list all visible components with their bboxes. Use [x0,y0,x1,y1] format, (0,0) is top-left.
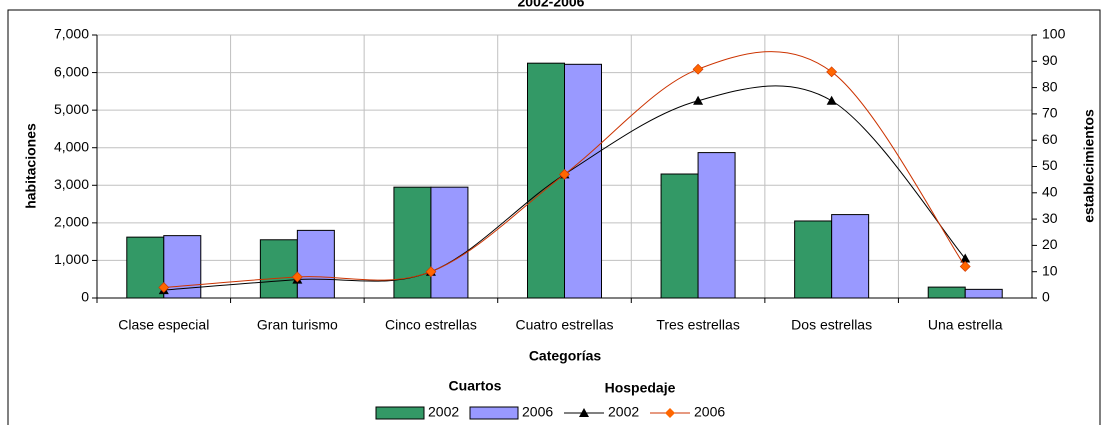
line-marker [158,282,170,293]
line-marker [959,261,971,272]
bar [393,186,432,299]
bar [430,186,469,299]
line-marker [826,95,837,105]
x-tick-label: Cuatro estrellas [515,317,613,333]
legend-label: 2002 [428,404,459,420]
y-tick-label: 6,000 [54,63,89,79]
y-tick-label: 3,000 [54,176,89,192]
legend-group-title: Hospedaje [605,380,676,396]
bar [794,220,833,299]
legend-swatch [469,406,519,420]
y-axis-title: habitaciones [23,123,39,209]
bar [964,288,1003,299]
x-tick-label: Clase especial [118,317,209,333]
y2-tick-label: 70 [1042,105,1058,121]
bar [296,229,335,299]
bar [527,62,565,299]
line-marker [826,66,838,78]
bar [259,239,298,299]
line-marker [291,271,303,283]
line-marker [693,95,704,105]
line-marker [692,63,704,75]
x-axis-title: Categorías [529,348,602,364]
bar [126,236,165,299]
x-tick-label: Dos estrellas [791,317,872,333]
legend-label: 2002 [608,404,639,420]
y2-tick-label: 100 [1042,26,1066,42]
y2-tick-label: 90 [1042,52,1058,68]
y-tick-label: 2,000 [54,214,89,230]
y2-tick-label: 20 [1042,236,1058,252]
y2-tick-label: 0 [1042,289,1050,305]
legend-label: 2006 [694,404,725,420]
line-marker [559,168,570,180]
bar [564,63,602,299]
x-tick-label: Cinco estrellas [385,317,477,333]
y-tick-label: 1,000 [54,251,89,267]
bar [697,152,736,299]
legend-label: 2006 [522,404,553,420]
y2-tick-label: 40 [1042,184,1058,200]
bar [831,214,870,299]
bar [927,286,966,299]
x-tick-label: Una estrella [928,317,1003,333]
chart-title: 2002-2006 [518,0,585,10]
legend-group-title: Cuartos [449,378,502,394]
y2-tick-label: 30 [1042,210,1058,226]
legend-swatch [375,406,425,420]
y2-tick-label: 50 [1042,157,1058,173]
x-tick-label: Tres estrellas [656,317,740,333]
line-marker [960,253,971,263]
y-tick-label: 0 [81,289,89,305]
legend-marker [579,408,589,417]
line-marker [425,266,437,278]
y2-tick-label: 60 [1042,131,1058,147]
y2-tick-label: 80 [1042,78,1058,94]
legend-marker [665,408,675,418]
y-tick-label: 5,000 [54,101,89,117]
bar [660,173,699,299]
y-tick-label: 7,000 [54,26,89,42]
y2-axis-title: establecimientos [1081,109,1097,223]
y-tick-label: 4,000 [54,138,89,154]
x-tick-label: Gran turismo [257,317,338,333]
y2-tick-label: 10 [1042,262,1058,278]
